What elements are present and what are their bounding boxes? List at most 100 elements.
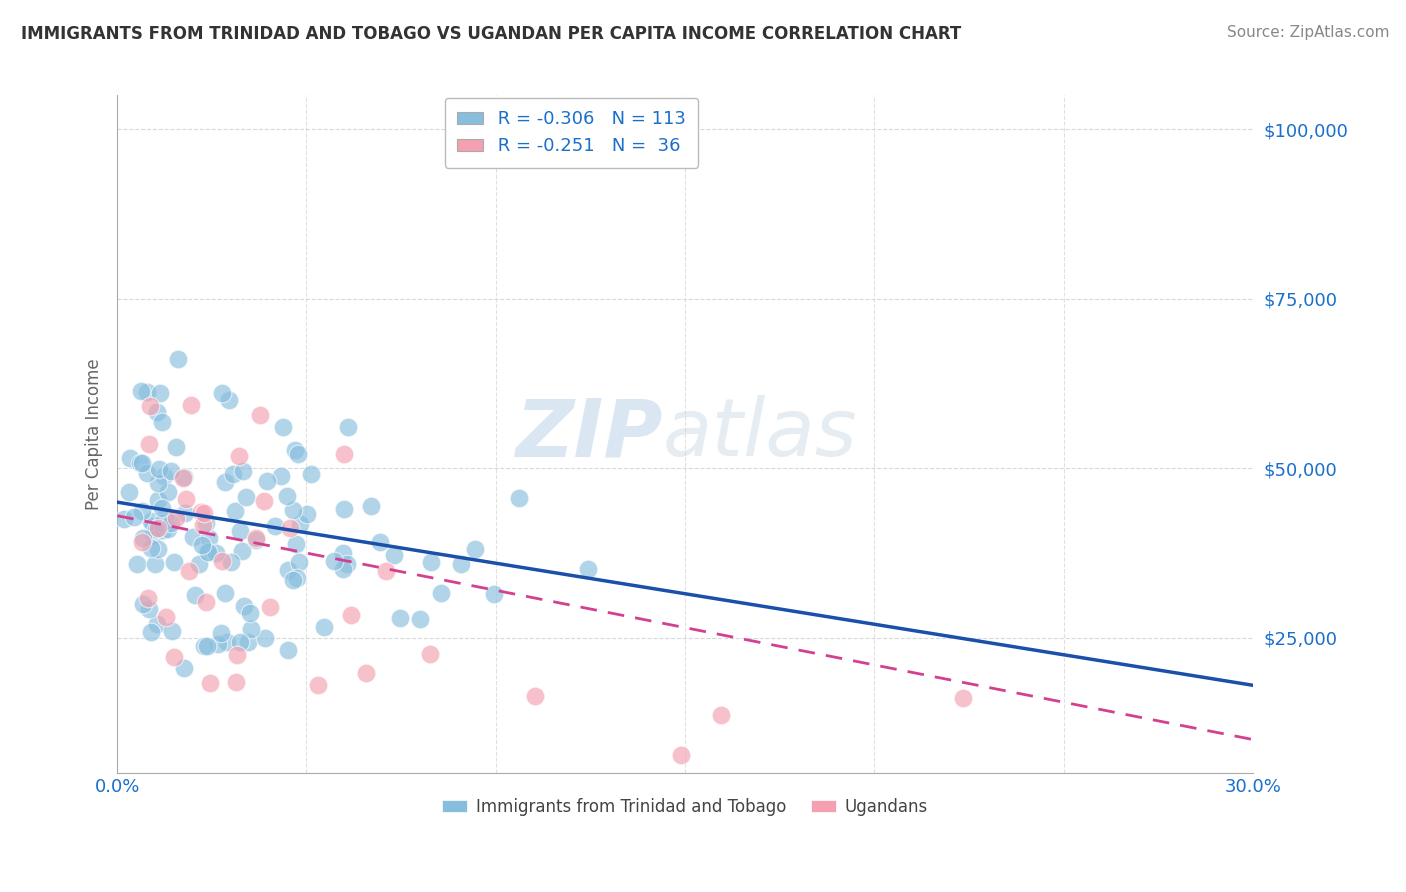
Point	[122, 510, 145, 524]
Point	[209, 626, 232, 640]
Point	[132, 597, 155, 611]
Point	[146, 493, 169, 508]
Point	[195, 545, 218, 559]
Point	[193, 639, 215, 653]
Point	[224, 504, 246, 518]
Point	[332, 562, 354, 576]
Point	[214, 585, 236, 599]
Point	[207, 637, 229, 651]
Point	[576, 562, 599, 576]
Point	[138, 591, 160, 606]
Point	[191, 538, 214, 552]
Point	[204, 546, 226, 560]
Point	[253, 631, 276, 645]
Point	[332, 546, 354, 560]
Point	[146, 617, 169, 632]
Point	[952, 691, 974, 706]
Point	[285, 571, 308, 585]
Point	[370, 535, 392, 549]
Point	[198, 531, 221, 545]
Point	[235, 491, 257, 505]
Y-axis label: Per Capita Income: Per Capita Income	[86, 359, 103, 510]
Point	[225, 674, 247, 689]
Point	[194, 516, 217, 530]
Point	[155, 610, 177, 624]
Point	[118, 451, 141, 466]
Point	[263, 519, 285, 533]
Point	[190, 505, 212, 519]
Text: ZIP: ZIP	[515, 395, 662, 474]
Point	[450, 557, 472, 571]
Point	[197, 639, 219, 653]
Point	[174, 506, 197, 520]
Point	[236, 635, 259, 649]
Point	[283, 573, 305, 587]
Point	[131, 535, 153, 549]
Point	[177, 565, 200, 579]
Point	[138, 602, 160, 616]
Point	[232, 599, 254, 614]
Point	[278, 521, 301, 535]
Point	[420, 555, 443, 569]
Point	[336, 420, 359, 434]
Point	[228, 634, 250, 648]
Point	[138, 399, 160, 413]
Point	[143, 557, 166, 571]
Point	[710, 707, 733, 722]
Point	[323, 554, 346, 568]
Point	[219, 555, 242, 569]
Point	[193, 506, 215, 520]
Text: Source: ZipAtlas.com: Source: ZipAtlas.com	[1226, 25, 1389, 40]
Point	[150, 516, 173, 530]
Point	[197, 545, 219, 559]
Point	[148, 462, 170, 476]
Point	[150, 415, 173, 429]
Point	[153, 468, 176, 483]
Point	[283, 502, 305, 516]
Point	[112, 511, 135, 525]
Point	[218, 393, 240, 408]
Point	[160, 516, 183, 530]
Point	[166, 351, 188, 366]
Point	[146, 405, 169, 419]
Point	[136, 467, 159, 481]
Point	[165, 440, 187, 454]
Point	[214, 475, 236, 490]
Point	[191, 518, 214, 533]
Point	[430, 586, 453, 600]
Point	[146, 521, 169, 535]
Point	[231, 544, 253, 558]
Point	[187, 557, 209, 571]
Point	[287, 447, 309, 461]
Point	[117, 484, 139, 499]
Point	[135, 385, 157, 400]
Point	[277, 563, 299, 577]
Point	[163, 555, 186, 569]
Point	[150, 500, 173, 515]
Point	[284, 442, 307, 457]
Point	[183, 530, 205, 544]
Point	[276, 489, 298, 503]
Point	[299, 467, 322, 482]
Point	[669, 748, 692, 763]
Point	[374, 564, 396, 578]
Point	[139, 624, 162, 639]
Point	[287, 556, 309, 570]
Point	[200, 675, 222, 690]
Point	[173, 661, 195, 675]
Point	[389, 611, 412, 625]
Point	[145, 522, 167, 536]
Point	[139, 514, 162, 528]
Point	[354, 666, 377, 681]
Point	[228, 524, 250, 538]
Point	[253, 494, 276, 508]
Point	[184, 588, 207, 602]
Point	[360, 499, 382, 513]
Point	[339, 607, 361, 622]
Point	[156, 485, 179, 500]
Point	[132, 531, 155, 545]
Point	[211, 386, 233, 401]
Point	[152, 523, 174, 537]
Point	[239, 622, 262, 636]
Point	[288, 516, 311, 531]
